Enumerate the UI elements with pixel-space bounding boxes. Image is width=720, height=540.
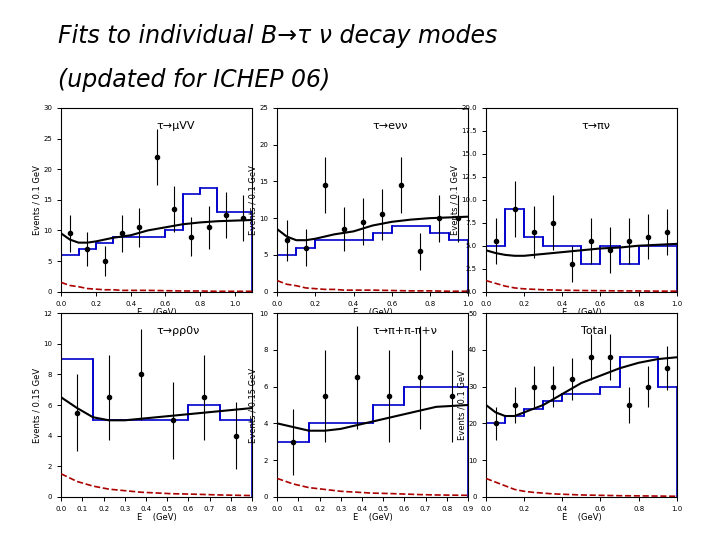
Text: τ→μVV: τ→μVV (157, 121, 195, 131)
X-axis label: E    (GeV): E (GeV) (137, 513, 176, 522)
Y-axis label: Events / 0.1 GeV: Events / 0.1 GeV (451, 165, 460, 235)
Text: τ→π+π-π+ν: τ→π+π-π+ν (373, 326, 438, 336)
Text: τ→eνν: τ→eνν (373, 121, 408, 131)
Y-axis label: Events / 0.1 GeV: Events / 0.1 GeV (249, 165, 258, 235)
Text: τ→ρρ0ν: τ→ρρ0ν (157, 326, 200, 336)
Y-axis label: Events / 0.15 GeV: Events / 0.15 GeV (33, 367, 42, 443)
Y-axis label: Events / 0.15 GeV: Events / 0.15 GeV (249, 367, 258, 443)
Y-axis label: Events / 0.1 GeV: Events / 0.1 GeV (33, 165, 42, 235)
X-axis label: E    (GeV): E (GeV) (137, 308, 176, 317)
Y-axis label: Events / 0.1 GeV: Events / 0.1 GeV (458, 370, 467, 440)
X-axis label: E    (GeV): E (GeV) (353, 513, 392, 522)
X-axis label: E    (GeV): E (GeV) (353, 308, 392, 317)
Text: (updated for ICHEP 06): (updated for ICHEP 06) (58, 68, 330, 91)
X-axis label: E    (GeV): E (GeV) (562, 308, 601, 317)
X-axis label: E    (GeV): E (GeV) (562, 513, 601, 522)
Text: τ→πν: τ→πν (582, 121, 611, 131)
Text: Fits to individual B→τ ν decay modes: Fits to individual B→τ ν decay modes (58, 24, 497, 48)
Text: Total: Total (582, 326, 608, 336)
